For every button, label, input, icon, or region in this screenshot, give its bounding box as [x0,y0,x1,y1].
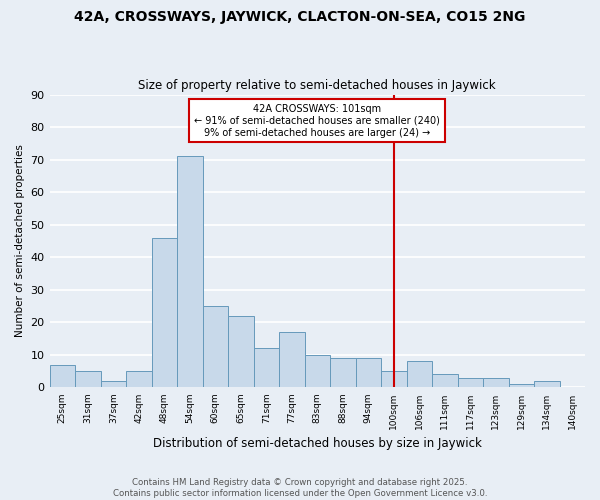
Bar [534,381,560,388]
Bar [381,371,407,388]
Bar [407,362,432,388]
Bar [458,378,483,388]
Bar [356,358,381,388]
Bar [483,378,509,388]
Text: 42A CROSSWAYS: 101sqm
← 91% of semi-detached houses are smaller (240)
9% of semi: 42A CROSSWAYS: 101sqm ← 91% of semi-deta… [194,104,440,138]
Bar [101,381,126,388]
Bar [75,371,101,388]
Bar [509,384,534,388]
Bar [305,355,330,388]
Bar [432,374,458,388]
Bar [228,316,254,388]
Bar [203,306,228,388]
X-axis label: Distribution of semi-detached houses by size in Jaywick: Distribution of semi-detached houses by … [153,437,482,450]
Y-axis label: Number of semi-detached properties: Number of semi-detached properties [15,144,25,338]
Bar [279,332,305,388]
Text: Contains HM Land Registry data © Crown copyright and database right 2025.
Contai: Contains HM Land Registry data © Crown c… [113,478,487,498]
Bar [177,156,203,388]
Title: Size of property relative to semi-detached houses in Jaywick: Size of property relative to semi-detach… [139,79,496,92]
Bar [50,364,75,388]
Bar [126,371,152,388]
Bar [152,238,177,388]
Text: 42A, CROSSWAYS, JAYWICK, CLACTON-ON-SEA, CO15 2NG: 42A, CROSSWAYS, JAYWICK, CLACTON-ON-SEA,… [74,10,526,24]
Bar [330,358,356,388]
Bar [254,348,279,388]
